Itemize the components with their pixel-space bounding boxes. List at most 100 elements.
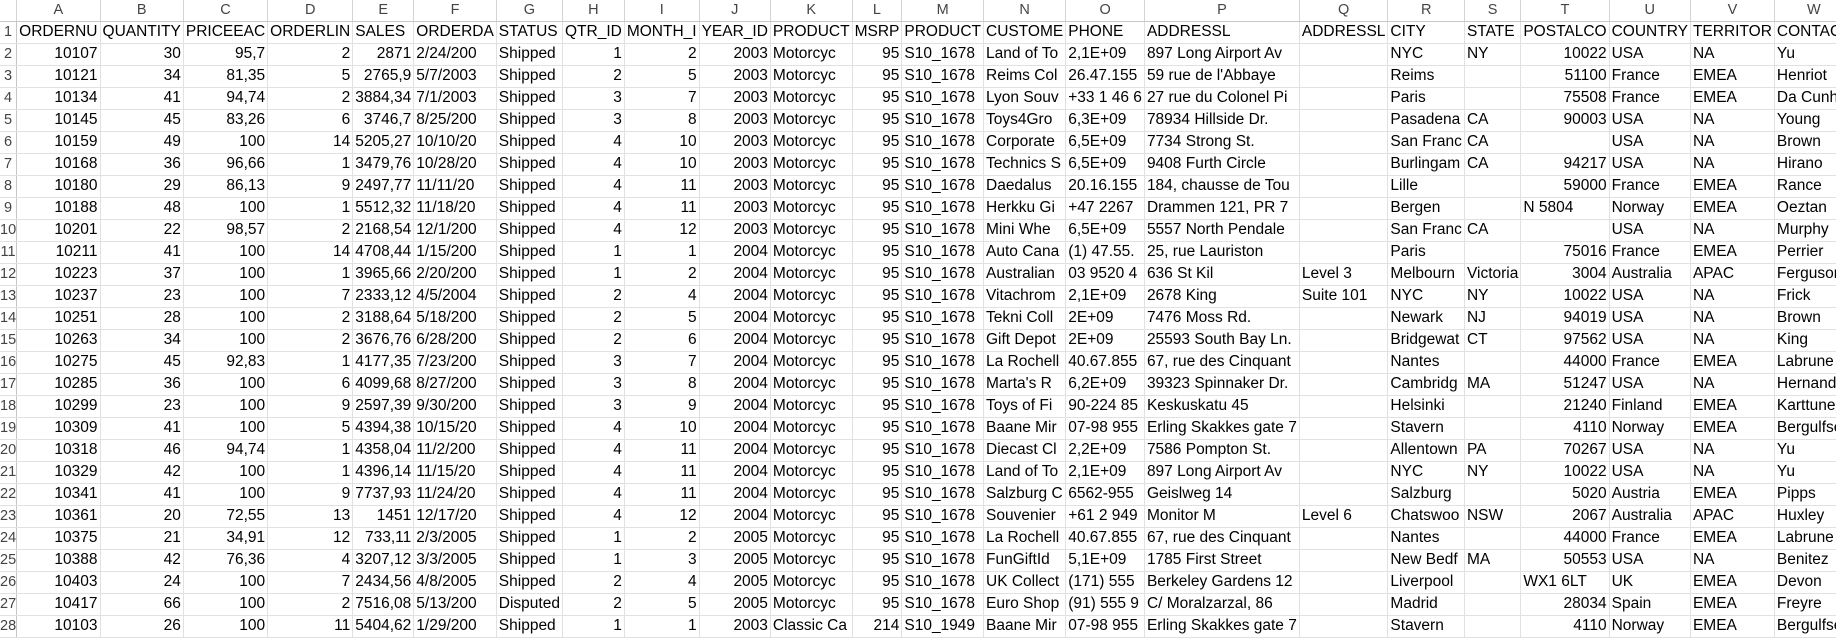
cell-o[interactable]: 6,5E+09 (1065, 219, 1145, 242)
cell-f[interactable]: 6/28/200 (413, 329, 497, 352)
cell-e[interactable]: 2333,12 (352, 285, 415, 308)
column-header-g[interactable]: G (496, 0, 563, 22)
cell-g[interactable]: Shipped (496, 461, 563, 484)
cell-k[interactable]: Motorcyc (770, 307, 853, 330)
cell-g[interactable]: Shipped (496, 395, 563, 418)
cell-a[interactable]: 10375 (16, 527, 101, 550)
cell-d[interactable]: 4 (267, 549, 354, 572)
cell-v[interactable]: NA (1690, 329, 1775, 352)
cell-v[interactable]: EMEA (1690, 527, 1775, 550)
cell-j[interactable]: 2005 (699, 593, 771, 616)
cell-w[interactable]: Brown (1774, 307, 1836, 330)
cell-s[interactable] (1464, 241, 1522, 264)
cell-a[interactable]: 10299 (16, 395, 101, 418)
cell-c[interactable]: 98,57 (183, 219, 269, 242)
cell-j[interactable]: 2004 (699, 439, 771, 462)
cell-u[interactable]: USA (1609, 549, 1691, 572)
cell-g[interactable]: Shipped (496, 263, 563, 286)
cell-p[interactable]: 7476 Moss Rd. (1144, 307, 1300, 330)
cell-h[interactable]: 4 (562, 131, 625, 154)
cell-k[interactable]: Motorcyc (770, 65, 853, 88)
cell-j[interactable]: 2004 (699, 461, 771, 484)
column-header-h[interactable]: H (562, 0, 625, 22)
column-header-c[interactable]: C (183, 0, 269, 22)
column-header-b[interactable]: B (100, 0, 184, 22)
cell-n[interactable]: Mini Whe (983, 219, 1067, 242)
cell-b[interactable]: QUANTITY (100, 21, 184, 44)
cell-b[interactable]: 29 (100, 175, 184, 198)
row-header[interactable]: 28 (0, 615, 18, 638)
cell-h[interactable]: 2 (562, 285, 625, 308)
cell-r[interactable]: Nantes (1387, 351, 1465, 374)
cell-k[interactable]: Motorcyc (770, 571, 853, 594)
cell-m[interactable]: S10_1678 (901, 483, 984, 506)
cell-c[interactable]: 100 (183, 461, 269, 484)
cell-l[interactable]: 95 (852, 153, 903, 176)
cell-l[interactable]: 95 (852, 571, 903, 594)
cell-j[interactable]: 2003 (699, 109, 771, 132)
cell-t[interactable]: 4110 (1520, 417, 1610, 440)
cell-c[interactable]: 100 (183, 395, 269, 418)
cell-o[interactable]: 07-98 955 (1065, 417, 1145, 440)
cell-l[interactable]: 95 (852, 461, 903, 484)
cell-v[interactable]: NA (1690, 549, 1775, 572)
cell-g[interactable]: Shipped (496, 43, 563, 66)
cell-v[interactable]: EMEA (1690, 87, 1775, 110)
cell-m[interactable]: S10_1678 (901, 219, 984, 242)
cell-n[interactable]: Gift Depot (983, 329, 1067, 352)
row-header[interactable]: 22 (0, 483, 18, 506)
cell-k[interactable]: Motorcyc (770, 219, 853, 242)
cell-u[interactable]: France (1609, 175, 1691, 198)
cell-c[interactable]: 72,55 (183, 505, 269, 528)
cell-n[interactable]: CUSTOME (983, 21, 1067, 44)
cell-r[interactable]: Stavern (1387, 417, 1465, 440)
cell-q[interactable] (1299, 43, 1389, 66)
cell-v[interactable]: EMEA (1690, 571, 1775, 594)
cell-e[interactable]: 4358,04 (352, 439, 415, 462)
cell-c[interactable]: 100 (183, 307, 269, 330)
cell-u[interactable]: Spain (1609, 593, 1691, 616)
cell-s[interactable] (1464, 615, 1522, 638)
cell-u[interactable]: UK (1609, 571, 1691, 594)
cell-u[interactable]: USA (1609, 461, 1691, 484)
cell-j[interactable]: 2003 (699, 153, 771, 176)
cell-l[interactable]: 95 (852, 219, 903, 242)
cell-w[interactable]: Pipps (1774, 483, 1836, 506)
cell-r[interactable]: Newark (1387, 307, 1465, 330)
cell-f[interactable]: 9/30/200 (413, 395, 497, 418)
cell-p[interactable]: Berkeley Gardens 12 (1144, 571, 1300, 594)
cell-u[interactable]: USA (1609, 307, 1691, 330)
cell-g[interactable]: Shipped (496, 307, 563, 330)
cell-k[interactable]: Motorcyc (770, 527, 853, 550)
cell-n[interactable]: Auto Cana (983, 241, 1067, 264)
cell-l[interactable]: 95 (852, 549, 903, 572)
cell-k[interactable]: Motorcyc (770, 87, 853, 110)
cell-t[interactable]: 3004 (1520, 263, 1610, 286)
cell-i[interactable]: 5 (624, 593, 700, 616)
cell-l[interactable]: 95 (852, 417, 903, 440)
cell-r[interactable]: New Bedf (1387, 549, 1465, 572)
cell-m[interactable]: S10_1678 (901, 461, 984, 484)
column-header-a[interactable]: A (16, 0, 101, 22)
cell-w[interactable]: Hernande (1774, 373, 1836, 396)
cell-a[interactable]: 10159 (16, 131, 101, 154)
cell-d[interactable]: 2 (267, 43, 354, 66)
cell-i[interactable]: 11 (624, 461, 700, 484)
cell-u[interactable]: Finland (1609, 395, 1691, 418)
cell-k[interactable]: Motorcyc (770, 43, 853, 66)
cell-l[interactable]: 95 (852, 395, 903, 418)
cell-a[interactable]: 10251 (16, 307, 101, 330)
cell-d[interactable]: 7 (267, 285, 354, 308)
cell-f[interactable]: 11/18/20 (413, 197, 497, 220)
cell-f[interactable]: 2/3/2005 (413, 527, 497, 550)
cell-k[interactable]: Motorcyc (770, 395, 853, 418)
cell-q[interactable] (1299, 373, 1389, 396)
cell-l[interactable]: MSRP (852, 21, 903, 44)
cell-e[interactable]: 5205,27 (352, 131, 415, 154)
cell-e[interactable]: 2434,56 (352, 571, 415, 594)
cell-o[interactable]: 26.47.155 (1065, 65, 1145, 88)
cell-c[interactable]: 100 (183, 615, 269, 638)
cell-r[interactable]: Madrid (1387, 593, 1465, 616)
row-header[interactable]: 20 (0, 439, 18, 462)
cell-i[interactable]: 2 (624, 43, 700, 66)
